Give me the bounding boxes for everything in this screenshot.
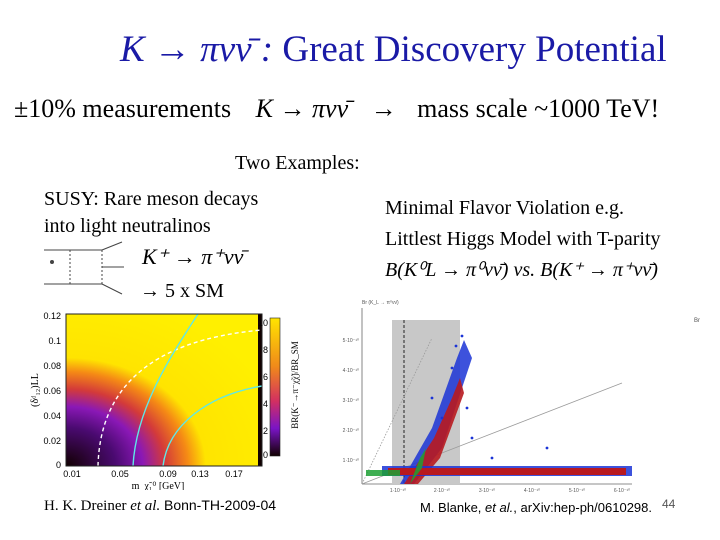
- mfv-description: Minimal Flavor Violation e.g. Littlest H…: [385, 193, 661, 286]
- y-tick: 0.1: [48, 336, 61, 346]
- mfv-citation-etal: et al.: [485, 500, 514, 515]
- heatmap-cyan-contour-2: [162, 385, 263, 467]
- susy-line-1: SUSY: Rare meson decays: [44, 188, 259, 210]
- measurement-prefix: ±10% measurements: [14, 94, 232, 123]
- x-tick: 6·10⁻¹⁰: [614, 488, 630, 494]
- mfv-citation-ref: , arXiv:hep-ph/0610298.: [513, 500, 653, 515]
- colorbar-tick: 8: [263, 345, 268, 355]
- y-tick: 0.08: [43, 361, 61, 371]
- susy-line-2: into light neutralinos: [44, 215, 211, 237]
- y-tick: 5·10⁻¹⁰: [343, 338, 359, 344]
- susy-heatmap-plot: 0.12 0.1 0.08 0.06 0.04 0.02 0 0.01 0.05…: [30, 311, 300, 490]
- colorbar-tick: 0: [263, 450, 268, 460]
- mfv-line-2: Littlest Higgs Model with T-parity: [385, 228, 661, 250]
- y-tick: 2·10⁻¹⁰: [343, 428, 359, 434]
- scatter-red-diagonal: [404, 378, 464, 484]
- y-tick: 3·10⁻¹⁰: [343, 398, 359, 404]
- x-tick: 4·10⁻¹⁰: [524, 488, 540, 494]
- colorbar-ticks: 10 8 6 4 2 0: [258, 318, 268, 460]
- title-text: Great Discovery Potential: [282, 29, 667, 70]
- susy-decay-formula: K⁺ → π⁺νν̄: [142, 244, 244, 269]
- heatmap-x-ticks: 0.01 0.05 0.09 0.13 0.17: [63, 469, 243, 479]
- y-tick: 0.04: [43, 411, 61, 421]
- x-tick: 0.17: [225, 469, 243, 479]
- x-tick: 2·10⁻¹⁰: [434, 488, 450, 494]
- scatter-y-ticks: 5·10⁻¹⁰ 4·10⁻¹⁰ 3·10⁻¹⁰ 2·10⁻¹⁰ 1·10⁻¹⁰: [343, 338, 359, 464]
- measurement-suffix: mass scale ~1000 TeV!: [417, 94, 660, 123]
- y-tick: 1·10⁻¹⁰: [343, 458, 359, 464]
- colorbar-tick: 4: [263, 399, 268, 409]
- scatter-x-ticks: 1·10⁻¹⁰ 2·10⁻¹⁰ 3·10⁻¹⁰ 4·10⁻¹⁰ 5·10⁻¹⁰ …: [390, 488, 630, 494]
- susy-citation-etal: et al.: [130, 498, 161, 514]
- scatter-y-label: Br (K_L → π⁰νν̄): [362, 300, 399, 306]
- colorbar-tick: 6: [263, 372, 268, 382]
- page-number: 44: [662, 497, 676, 511]
- measurement-arrow: →: [370, 94, 397, 123]
- y-tick: 0.12: [43, 311, 61, 321]
- y-tick: 4·10⁻¹⁰: [343, 368, 359, 374]
- title-formula: K → πνν̄ :: [120, 29, 274, 70]
- x-tick: 0.13: [191, 469, 209, 479]
- y-tick: 0: [56, 460, 61, 470]
- mfv-citation: M. Blanke, et al., arXiv:hep-ph/0610298.: [420, 500, 652, 515]
- heatmap-colorbar: [269, 317, 281, 457]
- mfv-citation-authors: M. Blanke,: [420, 500, 482, 515]
- scatter-red-horizontal: [388, 468, 626, 475]
- scatter-blue-points: [430, 334, 549, 460]
- heatmap-dashed-contour: [97, 329, 263, 467]
- heatmap-x-label: m_χ̃₁⁰ [GeV]: [132, 481, 185, 490]
- slide-title: K → πνν̄ : Great Discovery Potential: [120, 28, 667, 71]
- y-tick: 0.02: [43, 436, 61, 446]
- scatter-blue-diagonal: [400, 340, 472, 484]
- scatter-x-label: Br: [694, 318, 700, 324]
- heatmap-y-label: (δᵈ₁₂)LL: [30, 373, 41, 407]
- heatmap-area: [66, 314, 262, 466]
- scatter-green-left: [366, 470, 400, 476]
- y-tick: 0.06: [43, 386, 61, 396]
- x-tick: 5·10⁻¹⁰: [569, 488, 585, 494]
- susy-description: SUSY: Rare meson decays into light neutr…: [44, 186, 258, 240]
- mfv-formula: B(K⁰L → π⁰νν̄) vs. B(K⁺ → π⁺νν̄): [385, 259, 658, 281]
- x-tick: 3·10⁻¹⁰: [479, 488, 495, 494]
- x-tick: 0.01: [63, 469, 81, 479]
- scatter-green-diagonal: [410, 448, 426, 484]
- x-tick: 1·10⁻¹⁰: [390, 488, 406, 494]
- heatmap-cyan-contour-1: [132, 313, 199, 467]
- x-tick: 0.05: [111, 469, 129, 479]
- x-tick: 0.09: [159, 469, 177, 479]
- heatmap-y-ticks: 0.12 0.1 0.08 0.06 0.04 0.02 0: [43, 311, 61, 470]
- examples-heading: Two Examples:: [235, 152, 360, 174]
- colorbar-tick: 10: [258, 318, 268, 328]
- susy-citation-authors: H. K. Dreiner: [44, 498, 127, 514]
- susy-enhancement: → 5 x SM: [140, 280, 224, 302]
- colorbar-tick: 2: [263, 426, 268, 436]
- mfv-scatter-plot: 5·10⁻¹⁰ 4·10⁻¹⁰ 3·10⁻¹⁰ 2·10⁻¹⁰ 1·10⁻¹⁰ …: [343, 300, 700, 494]
- feynman-diagram: [44, 241, 124, 295]
- susy-citation: H. K. Dreiner et al. Bonn-TH-2009-04: [44, 497, 276, 515]
- colorbar-label: BR(K⁻→π⁻χ̃χ̃)/BR_SM: [290, 341, 300, 429]
- measurement-formula: K → πνν̄: [255, 94, 349, 123]
- measurement-line: ±10% measurements K → πνν̄ → mass scale …: [14, 94, 659, 124]
- susy-citation-ref: Bonn-TH-2009-04: [163, 497, 277, 513]
- mfv-line-1: Minimal Flavor Violation e.g.: [385, 197, 624, 219]
